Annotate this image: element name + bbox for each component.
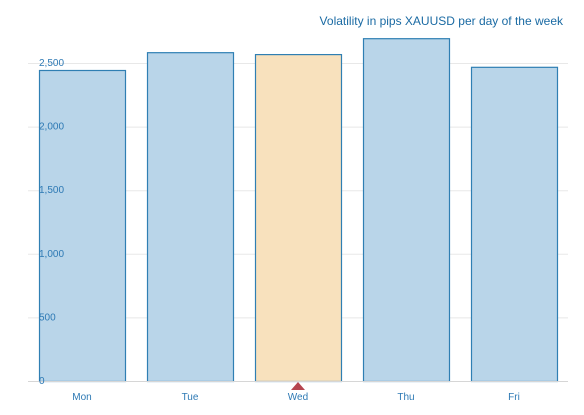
y-tick-label: 1,500 (39, 185, 64, 196)
bar-fri[interactable] (470, 66, 559, 383)
x-axis-ticks: Mon Tue Wed Thu Fri (72, 382, 520, 403)
y-tick-label: 1,000 (39, 249, 64, 260)
bars (38, 38, 559, 383)
chart-title: Volatility in pips XAUUSD per day of the… (319, 14, 563, 28)
y-tick-label: 500 (39, 312, 56, 323)
x-tick-label-wed: Wed (288, 392, 308, 403)
bar-tue[interactable] (146, 52, 235, 383)
x-tick-label-thu: Thu (397, 392, 414, 403)
x-tick-label-fri: Fri (508, 392, 520, 403)
y-tick-label: 2,000 (39, 122, 64, 133)
highlight-marker-icon (291, 382, 305, 390)
x-tick-label-mon: Mon (72, 392, 91, 403)
x-tick-label-tue: Tue (182, 392, 199, 403)
bar-wed[interactable] (254, 53, 343, 383)
bar-mon[interactable] (38, 69, 127, 383)
bar-thu[interactable] (362, 38, 451, 383)
y-axis-ticks: 0 500 1,000 1,500 2,000 2,500 (39, 58, 64, 387)
y-tick-label: 2,500 (39, 58, 64, 69)
y-tick-label: 0 (39, 376, 45, 387)
